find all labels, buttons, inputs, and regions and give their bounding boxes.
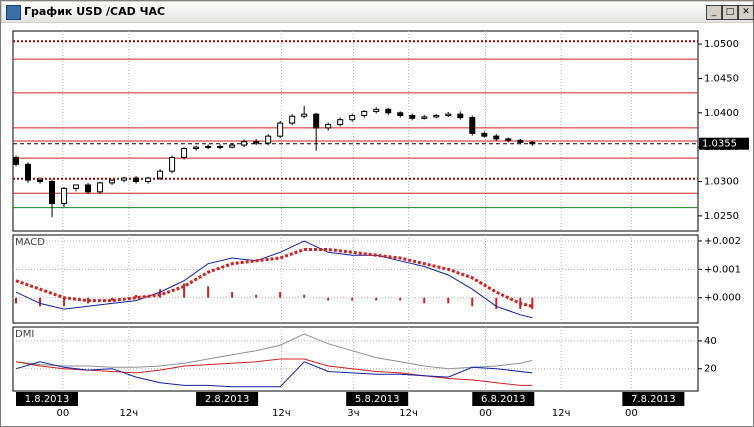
candle-body (373, 108, 380, 112)
candle-body (421, 116, 428, 119)
y-tick-label: 1.0500 (704, 39, 739, 50)
x-tick-label: 00 (56, 408, 69, 419)
title-bar: График USD /CAD ЧАС _ □ ✕ (2, 2, 754, 22)
candle-body (385, 108, 392, 114)
candle-body (409, 115, 416, 119)
date-box (472, 392, 535, 406)
x-tick-label: 3ч (347, 408, 359, 419)
window-title: График USD /CAD ЧАС (24, 5, 166, 18)
candle-body (433, 115, 440, 118)
candle-body (181, 148, 188, 158)
candle-body (25, 163, 32, 181)
candle-body (313, 113, 320, 129)
y-tick-label: +0.001 (704, 264, 741, 275)
candle-body (97, 182, 104, 193)
candle-body (37, 179, 44, 183)
y-tick-label: +0.000 (704, 293, 741, 304)
candle-body (205, 145, 212, 148)
candle-body (73, 184, 80, 189)
candle-body (241, 141, 248, 146)
candle-body (13, 156, 20, 165)
candle-body (349, 115, 356, 121)
date-box (622, 392, 685, 406)
candle-body (325, 123, 332, 129)
indicator-line (15, 248, 533, 308)
date-box (196, 392, 259, 406)
candle-body (229, 144, 236, 148)
candle-body (469, 117, 476, 134)
candle-body (169, 156, 176, 172)
indicator-label: DMI (15, 329, 34, 340)
x-tick-label: 00 (479, 408, 492, 419)
maximize-button[interactable]: □ (722, 5, 738, 20)
x-tick-label: 12ч (399, 408, 418, 419)
price-tag-label: 1.0355 (702, 139, 737, 150)
app-icon (6, 5, 21, 20)
price-tag (699, 137, 749, 150)
candle-body (337, 119, 344, 125)
candle-body (301, 113, 308, 117)
candle-body (157, 170, 164, 179)
candle-body (85, 184, 92, 193)
indicator-label: MACD (15, 237, 45, 248)
y-tick-label: 1.0450 (704, 73, 739, 84)
panel-frame (12, 326, 699, 392)
date-label: 7.8.2013 (631, 394, 676, 405)
candle-body (145, 177, 152, 183)
y-tick-label: 1.0300 (704, 177, 739, 188)
x-tick-label: 00 (625, 408, 638, 419)
close-button[interactable]: ✕ (738, 5, 754, 20)
candle-body (193, 146, 200, 150)
candle-body (445, 113, 452, 117)
candle-body (493, 135, 500, 140)
y-tick-label: 40 (704, 336, 717, 347)
indicator-line (15, 240, 533, 319)
date-box (346, 392, 409, 406)
date-box (16, 392, 79, 406)
candle-body (253, 141, 260, 144)
candle-body (361, 110, 368, 117)
indicator-line (15, 358, 533, 386)
chart-background (1, 23, 753, 426)
candle-body (397, 112, 404, 117)
candle-body (505, 138, 512, 141)
candle-body (481, 132, 488, 137)
y-tick-label: 1.0400 (704, 108, 739, 119)
candle-body (61, 187, 68, 205)
chart-area: 1.05001.04501.04001.03501.03001.02501.03… (1, 23, 753, 426)
y-tick-label: +0.002 (704, 236, 741, 247)
candle-body (133, 177, 140, 183)
minimize-button[interactable]: _ (706, 5, 722, 20)
date-label: 6.8.2013 (481, 394, 526, 405)
candle-body (217, 145, 224, 148)
panel-frame (12, 30, 699, 232)
date-label: 5.8.2013 (355, 394, 400, 405)
date-label: 2.8.2013 (205, 394, 250, 405)
date-label: 1.8.2013 (25, 394, 70, 405)
panel-frame (12, 234, 699, 324)
candle-body (277, 122, 284, 137)
x-tick-label: 12ч (272, 408, 291, 419)
candle-body (289, 115, 296, 124)
candle-body (265, 135, 272, 144)
candle-body (121, 177, 128, 181)
indicator-line (15, 361, 533, 388)
candle-body (457, 113, 464, 119)
x-tick-label: 12ч (120, 408, 139, 419)
y-tick-label: 1.0250 (704, 211, 739, 222)
x-tick-label: 12ч (552, 408, 571, 419)
candle-body (529, 141, 536, 145)
y-tick-label: 20 (704, 364, 717, 375)
indicator-line (15, 333, 533, 370)
candle-body (109, 179, 116, 184)
candle-body (49, 181, 56, 205)
candle-body (517, 139, 524, 143)
